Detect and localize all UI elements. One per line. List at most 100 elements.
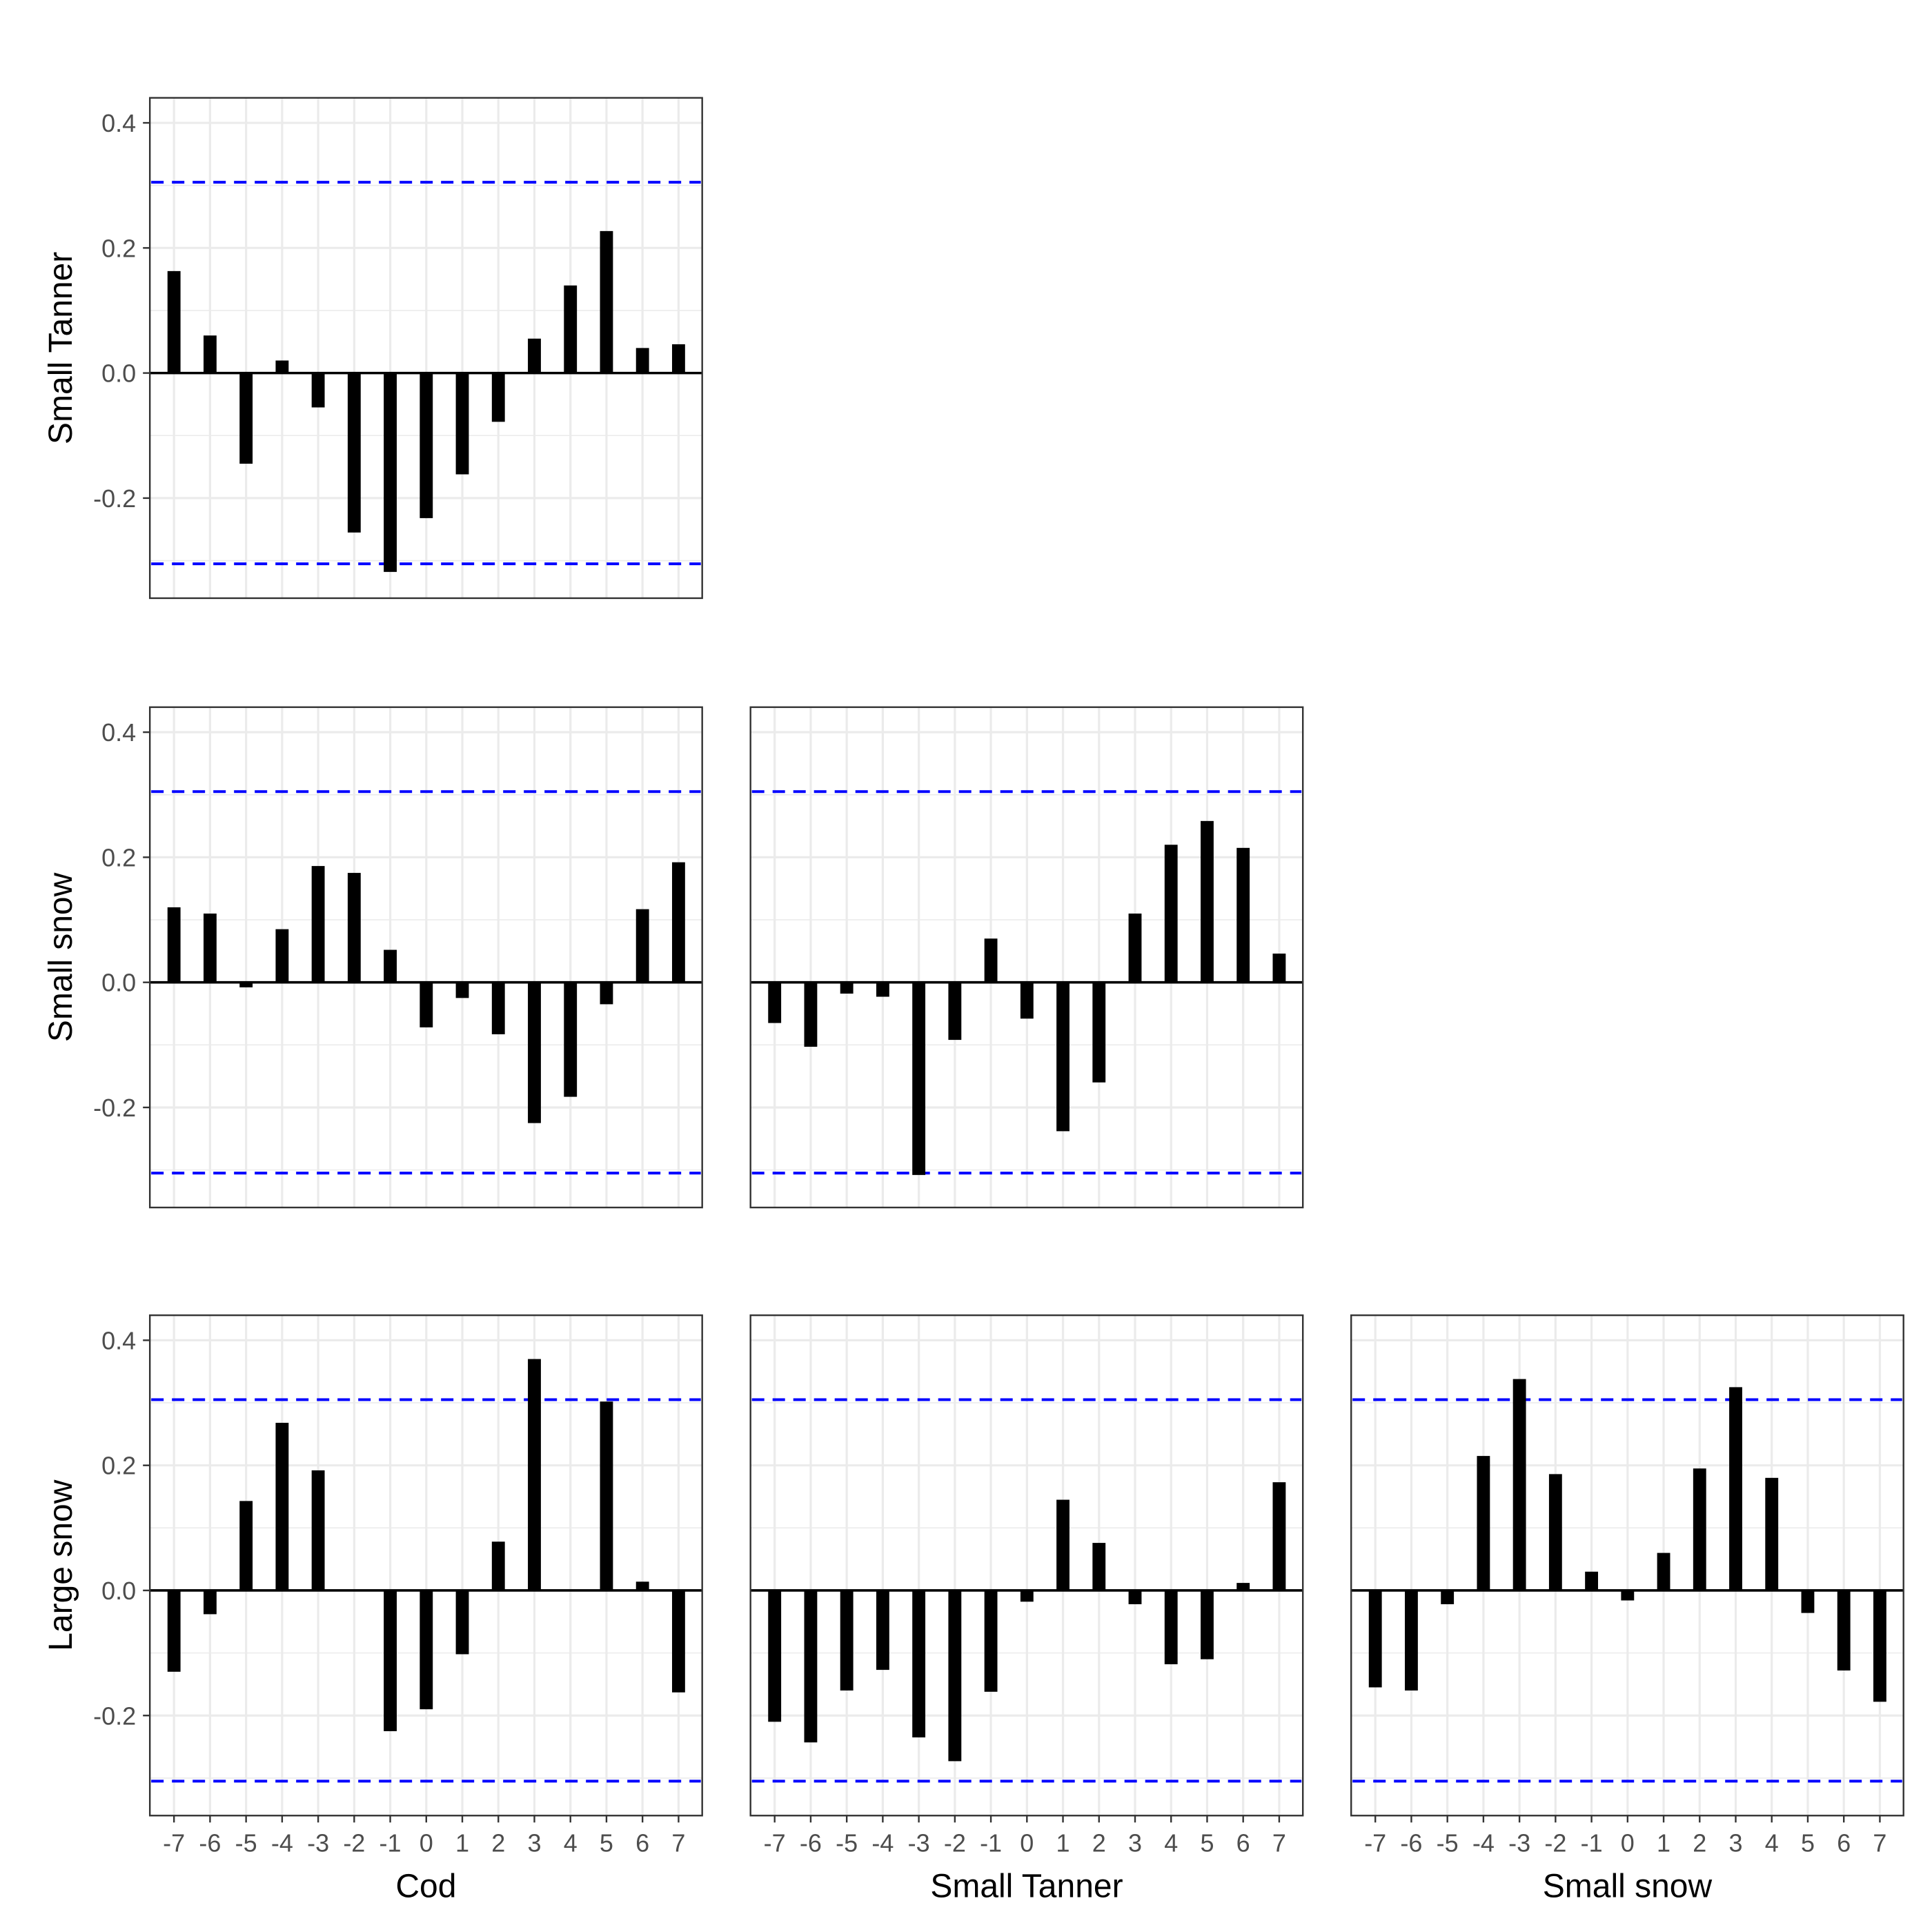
- x-tick-label: -3: [908, 1828, 930, 1857]
- row-label: Large snow: [43, 1479, 79, 1650]
- bar-lag--4: [275, 1423, 289, 1590]
- y-tick-label: 0.2: [101, 1452, 136, 1480]
- x-tick-label: -4: [1472, 1828, 1495, 1857]
- bar-lag-4: [1164, 845, 1178, 983]
- bar-lag--1: [984, 938, 998, 983]
- x-tick-label: -1: [980, 1828, 1002, 1857]
- x-tick-label: 6: [1837, 1828, 1851, 1857]
- x-tick-label: -1: [379, 1828, 402, 1857]
- bar-lag-0: [1020, 982, 1034, 1019]
- bar-lag-1: [1657, 1552, 1670, 1590]
- x-tick-label: 7: [671, 1828, 685, 1857]
- bar-lag--6: [203, 913, 217, 983]
- bar-lag-4: [1765, 1477, 1779, 1590]
- bar-lag--2: [948, 982, 962, 1041]
- bar-lag--1: [984, 1590, 998, 1692]
- bar-lag-7: [671, 862, 685, 983]
- y-tick-label: 0.0: [101, 1577, 136, 1605]
- x-tick-label: 4: [564, 1828, 578, 1857]
- bar-lag-0: [420, 373, 433, 518]
- row-label: Small Tanner: [43, 252, 79, 444]
- bar-lag-6: [635, 1581, 649, 1590]
- bar-lag-5: [1201, 820, 1214, 983]
- x-tick-label: 0: [420, 1828, 433, 1857]
- bar-lag-0: [420, 982, 433, 1027]
- bar-lag--7: [768, 982, 782, 1023]
- x-tick-label: -3: [307, 1828, 329, 1857]
- x-tick-label: 4: [1164, 1828, 1178, 1857]
- bar-lag-4: [564, 982, 578, 1097]
- bar-lag-2: [491, 373, 505, 422]
- x-tick-label: -7: [764, 1828, 786, 1857]
- bar-lag-1: [455, 1590, 469, 1655]
- column-label: Cod: [395, 1869, 456, 1905]
- bar-lag--2: [347, 373, 361, 533]
- x-tick-label: 7: [1873, 1828, 1886, 1857]
- bar-lag-3: [528, 1359, 541, 1590]
- bar-lag--6: [804, 982, 818, 1047]
- x-tick-label: -7: [1364, 1828, 1386, 1857]
- x-tick-label: -6: [1400, 1828, 1422, 1857]
- bar-lag-2: [491, 982, 505, 1034]
- bar-lag--5: [239, 982, 253, 987]
- bar-lag--3: [912, 1590, 926, 1737]
- y-tick-label: -0.2: [93, 1702, 136, 1730]
- panel-small-snow-vs-cod: 0.4 0.2 0.0 -0.2: [93, 706, 703, 1209]
- y-tick-label: 0.4: [101, 718, 136, 747]
- x-tick-label: -4: [871, 1828, 894, 1857]
- bar-lag-2: [1693, 1468, 1706, 1590]
- bar-lag-2: [1092, 982, 1106, 1083]
- bar-lag--3: [311, 373, 325, 408]
- x-tick-label: 5: [600, 1828, 613, 1857]
- x-tick-label: 5: [1200, 1828, 1214, 1857]
- x-tick-label: -5: [1437, 1828, 1459, 1857]
- y-tick-label: -0.2: [93, 1094, 136, 1122]
- y-tick-label: 0.2: [101, 234, 136, 262]
- x-tick-label: 1: [455, 1828, 469, 1857]
- bar-lag-2: [491, 1541, 505, 1590]
- y-tick-label: 0.2: [101, 843, 136, 871]
- x-tick-label: 7: [1272, 1828, 1286, 1857]
- bar-lag--7: [167, 270, 181, 373]
- bar-lag--6: [804, 1590, 818, 1743]
- row-label: Small snow: [43, 872, 79, 1042]
- x-tick-label: -2: [944, 1828, 966, 1857]
- column-label: Small Tanner: [930, 1869, 1123, 1905]
- x-tick-label: -4: [271, 1828, 293, 1857]
- x-tick-label: -1: [1581, 1828, 1603, 1857]
- panel-border: [148, 97, 703, 600]
- bar-lag--7: [1368, 1590, 1382, 1688]
- bar-lag-6: [1236, 847, 1250, 983]
- x-tick-label: 3: [1128, 1828, 1142, 1857]
- bar-lag--4: [876, 982, 889, 997]
- panel-large-snow-vs-small-snow: -7 -6 -5 -4 -3 -2 -1 0 1 2 3 4 5 6 7: [1350, 1314, 1904, 1857]
- bar-lag--6: [203, 335, 217, 373]
- column-label: Small snow: [1543, 1869, 1713, 1905]
- y-tick-label: 0.0: [101, 969, 136, 997]
- bar-lag-0: [1621, 1590, 1635, 1601]
- bar-lag-5: [1801, 1590, 1815, 1613]
- x-tick-label: 6: [635, 1828, 649, 1857]
- bar-lag--5: [840, 982, 854, 994]
- bar-lag--1: [384, 949, 397, 983]
- x-tick-label: 2: [1693, 1828, 1706, 1857]
- x-tick-label: -2: [343, 1828, 365, 1857]
- bar-lag-1: [1056, 1499, 1070, 1590]
- x-tick-label: 1: [1657, 1828, 1670, 1857]
- panel-large-snow-vs-cod: 0.4 0.2 0.0 -0.2 -7 -6 -5 -4 -3 -2 -1 0 1 2 3 4 5 6 7: [93, 1314, 703, 1857]
- bar-lag--2: [347, 873, 361, 983]
- x-tick-label: 3: [1728, 1828, 1742, 1857]
- x-tick-label: 2: [491, 1828, 505, 1857]
- x-tick-label: -5: [836, 1828, 858, 1857]
- bar-lag--3: [311, 1470, 325, 1590]
- bar-lag-1: [455, 373, 469, 475]
- bar-lag-5: [600, 230, 613, 373]
- bar-lag-2: [1092, 1543, 1106, 1590]
- bar-lag-3: [528, 982, 541, 1123]
- bar-lag-5: [1201, 1590, 1214, 1659]
- bar-lag-4: [1164, 1590, 1178, 1664]
- bar-lag--4: [275, 360, 289, 373]
- bar-lag-5: [600, 1401, 613, 1590]
- bar-lag-6: [1837, 1590, 1851, 1670]
